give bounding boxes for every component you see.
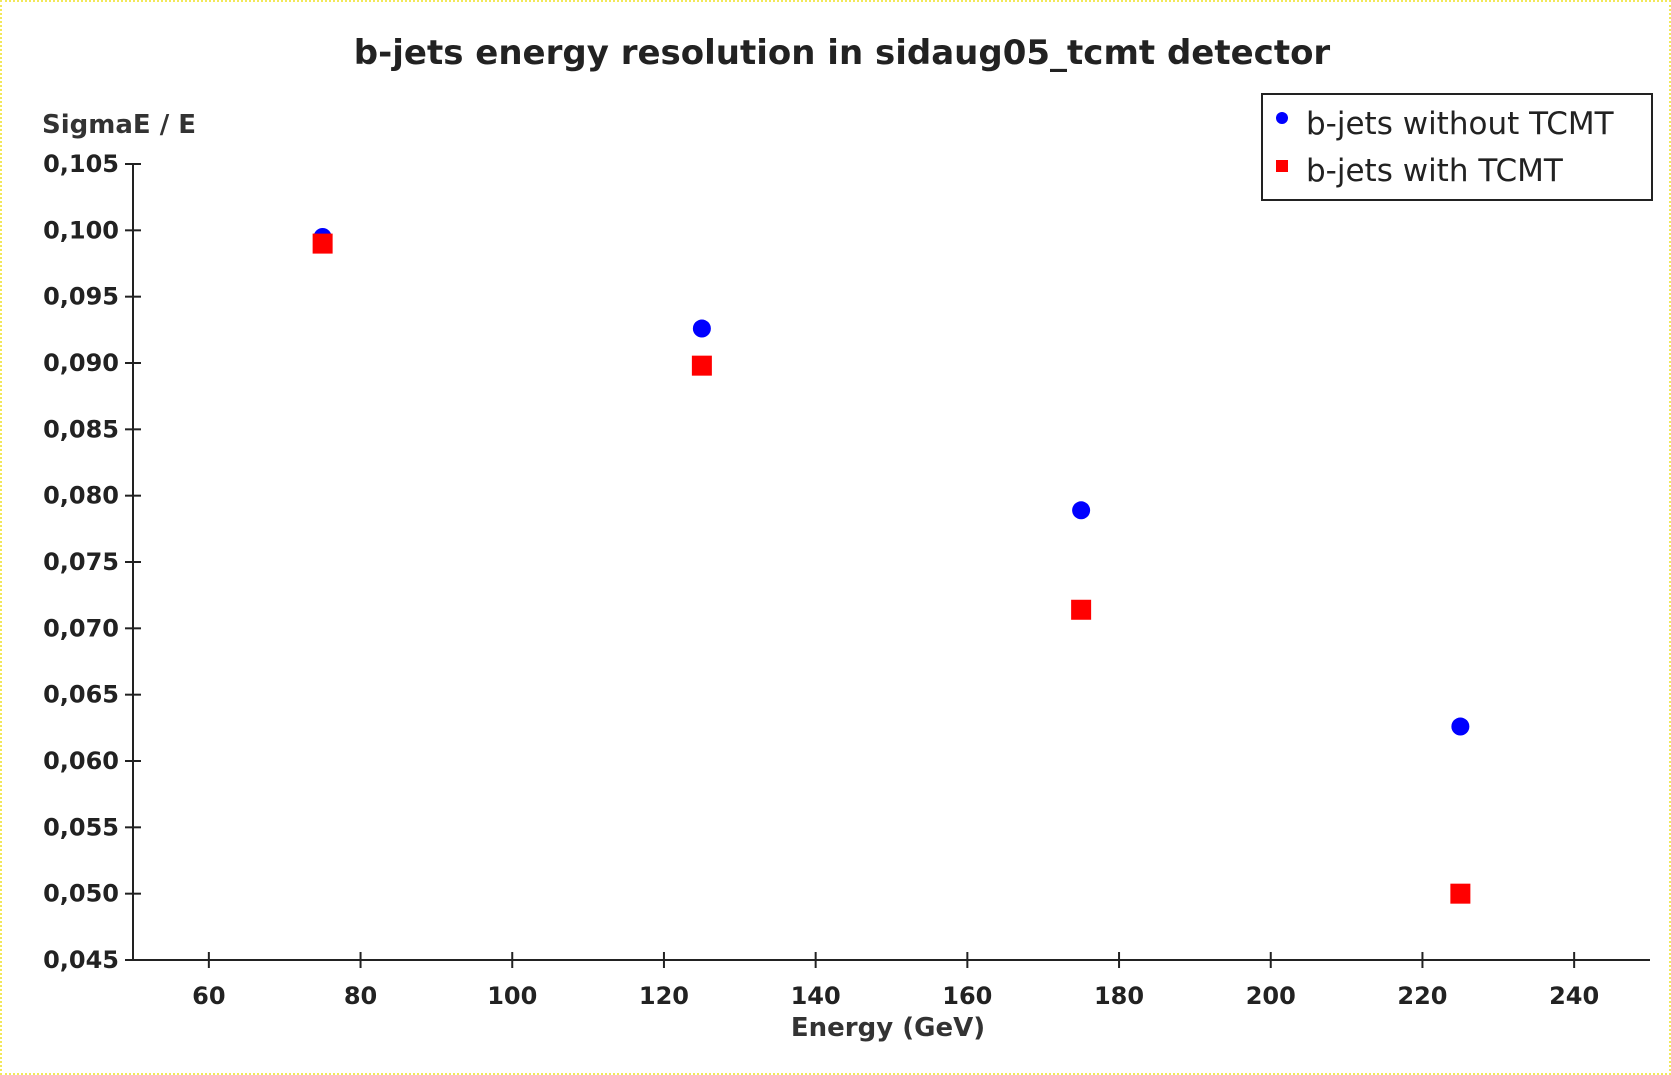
x-tick-label: 100	[487, 982, 537, 1010]
point-with-tcmt	[1071, 599, 1092, 620]
legend-marker-with-tcmt	[1276, 160, 1288, 172]
x-tick-label: 120	[639, 982, 689, 1010]
legend-box	[1261, 93, 1653, 201]
x-tick-label: 160	[942, 982, 992, 1010]
y-tick-label: 0,100	[43, 216, 119, 244]
x-tick-label: 220	[1397, 982, 1447, 1010]
x-tick-label: 180	[1094, 982, 1144, 1010]
y-tick-label: 0,095	[43, 283, 119, 311]
point-without-tcmt	[1072, 501, 1091, 520]
point-with-tcmt	[312, 233, 333, 254]
y-tick-label: 0,075	[43, 548, 119, 576]
x-tick-label: 80	[344, 982, 377, 1010]
x-axis-label: Energy (GeV)	[791, 1013, 985, 1043]
legend-label: b-jets with TCMT	[1306, 153, 1564, 189]
chart-title: b-jets energy resolution in sidaug05_tcm…	[354, 33, 1331, 73]
y-tick-label: 0,065	[43, 681, 119, 709]
point-with-tcmt	[1450, 883, 1471, 904]
x-tick-label: 240	[1549, 982, 1599, 1010]
x-tick-label: 140	[791, 982, 841, 1010]
y-tick-label: 0,090	[43, 349, 119, 377]
x-tick-label: 60	[192, 982, 225, 1010]
y-tick-label: 0,070	[43, 614, 119, 642]
legend-marker-without-tcmt	[1276, 112, 1288, 124]
y-tick-label: 0,050	[43, 880, 119, 908]
data-points	[312, 227, 1471, 904]
legend-label: b-jets without TCMT	[1306, 106, 1615, 142]
axes: 0,045 0,050 0,055 0,060 0,065 0,070 0,075 0,080…	[43, 150, 1650, 1010]
point-without-tcmt	[1451, 717, 1470, 736]
y-tick-label: 0,045	[43, 946, 119, 974]
y-tick-label: 0,080	[43, 482, 119, 510]
point-without-tcmt	[692, 319, 711, 338]
y-axis-label: SigmaE / E	[42, 110, 196, 140]
legend: b-jets without TCMT b-jets with TCMT	[1261, 93, 1653, 201]
y-tick-label: 0,085	[43, 415, 119, 443]
y-tick-label: 0,105	[43, 150, 119, 178]
point-with-tcmt	[691, 355, 712, 376]
x-tick-label: 200	[1246, 982, 1296, 1010]
y-tick-label: 0,060	[43, 747, 119, 775]
y-tick-label: 0,055	[43, 813, 119, 841]
